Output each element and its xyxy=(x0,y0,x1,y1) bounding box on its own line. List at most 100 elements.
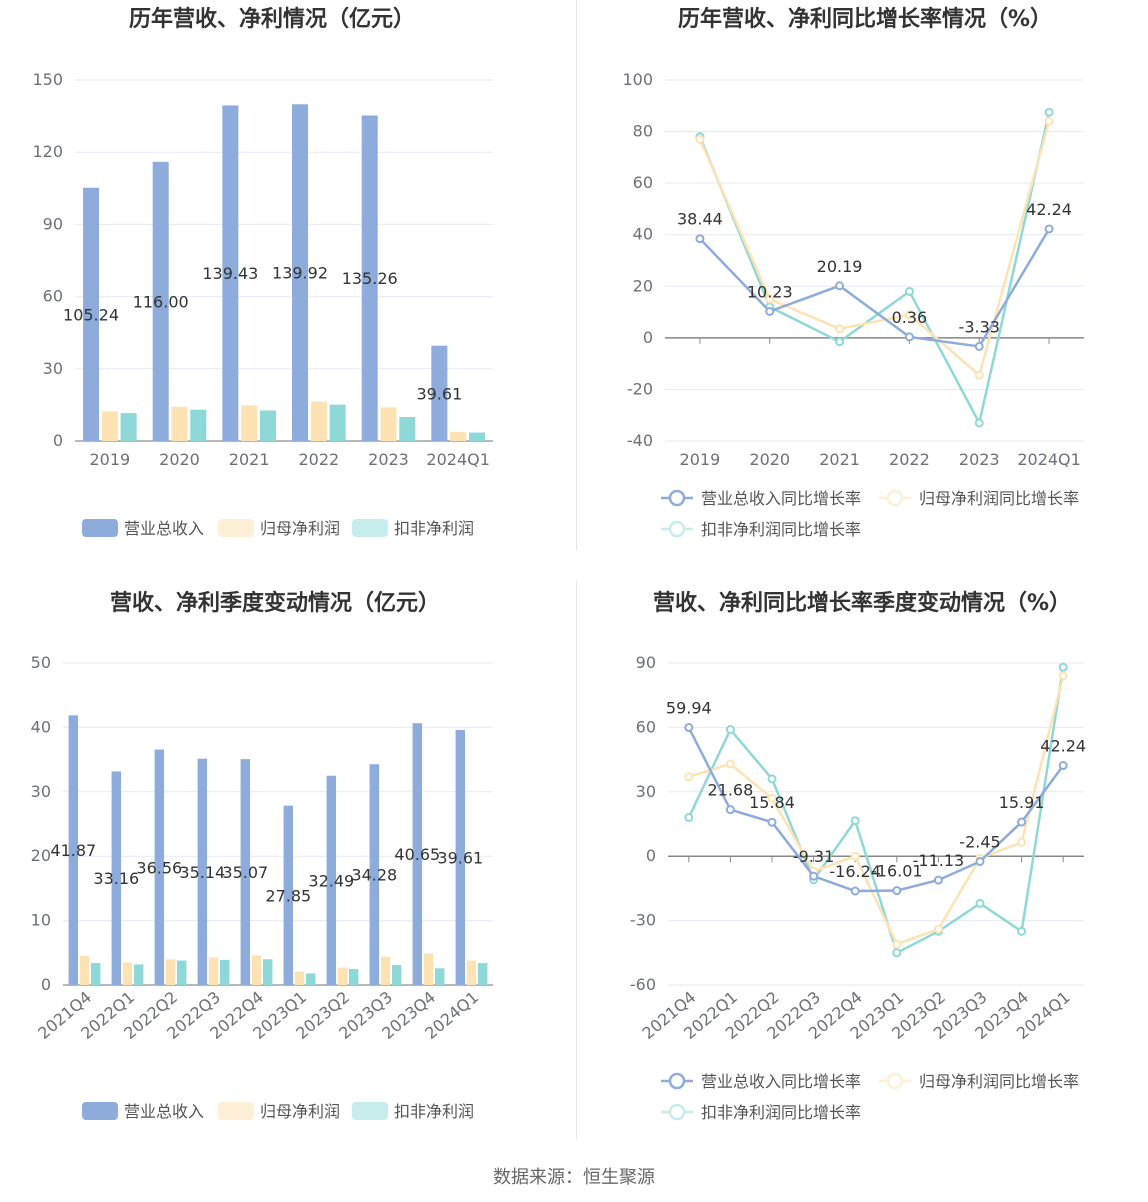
data-point xyxy=(1017,926,1027,936)
bar-revenue xyxy=(369,764,380,985)
y-tick-label: 0 xyxy=(53,431,63,450)
annual-revenue-profit-bar-chart: 历年营收、净利情况（亿元） 0 30 60 90 120 150 2019 2020 2021 20… xyxy=(32,6,493,538)
chart-title: 营收、净利季度变动情况（亿元） xyxy=(110,590,440,616)
legend-swatch xyxy=(218,1102,254,1120)
bar-revenue xyxy=(455,729,466,985)
bar-parent-profit xyxy=(310,401,327,441)
legend-swatch-marker xyxy=(886,1072,904,1090)
data-point xyxy=(850,816,860,826)
legend-label: 归母净利润同比增长率 xyxy=(919,489,1079,508)
data-point xyxy=(892,886,902,896)
bar-deducted-profit xyxy=(399,416,416,441)
bar-parent-profit xyxy=(380,956,391,985)
bar-parent-profit xyxy=(450,431,467,441)
data-label: 36.56 xyxy=(136,858,182,877)
data-label: 59.94 xyxy=(666,699,712,718)
legend-swatch-marker xyxy=(886,489,904,507)
legend-swatch-marker xyxy=(668,489,686,507)
bar-parent-profit xyxy=(79,956,90,985)
data-label: 135.26 xyxy=(342,269,398,288)
bar-parent-profit xyxy=(380,407,397,441)
data-point xyxy=(765,306,775,316)
legend-swatch-marker xyxy=(668,1072,686,1090)
legend-label: 扣非净利润同比增长率 xyxy=(701,1103,861,1122)
data-label: 40.65 xyxy=(394,845,440,864)
data-label: 139.92 xyxy=(272,264,328,283)
y-tick-label: 80 xyxy=(633,122,653,141)
bar-deducted-profit xyxy=(477,963,488,985)
x-tick-label: 2019 xyxy=(89,450,130,469)
bar-parent-profit xyxy=(466,960,477,985)
annual-growth-line-chart: 历年营收、净利同比增长率情况（%） -40 -20 0 20 40 60 80 100 2019 2… xyxy=(622,6,1084,539)
legend-label: 归母净利润 xyxy=(260,1102,340,1121)
data-point xyxy=(725,805,735,815)
data-label: 21.68 xyxy=(707,781,753,800)
data-point xyxy=(835,324,845,334)
data-label: -11.13 xyxy=(913,851,965,870)
y-tick-label: 60 xyxy=(43,287,63,306)
y-tick-label: 20 xyxy=(633,276,653,295)
bar-revenue xyxy=(111,771,122,985)
data-source-note: 数据来源：恒生聚源 xyxy=(493,1167,655,1188)
data-label: 35.07 xyxy=(222,863,268,882)
data-label: -16.24 xyxy=(829,862,881,881)
y-tick-label: 90 xyxy=(636,653,656,672)
data-label: 15.84 xyxy=(749,793,795,812)
bar-deducted-profit xyxy=(259,410,276,441)
data-point xyxy=(1058,671,1068,681)
y-tick-label: 50 xyxy=(31,653,51,672)
y-tick-label: 0 xyxy=(643,328,653,347)
data-label: 10.23 xyxy=(747,282,793,301)
y-tick-label: 40 xyxy=(31,717,51,736)
x-tick-label: 2019 xyxy=(680,450,721,469)
bar-deducted-profit xyxy=(262,959,273,985)
data-label: 35.14 xyxy=(179,863,225,882)
data-label: 39.61 xyxy=(416,384,462,403)
data-point xyxy=(892,939,902,949)
data-label: 20.19 xyxy=(817,257,863,276)
legend-label: 扣非净利润 xyxy=(394,519,474,538)
bar-parent-profit xyxy=(241,405,258,441)
data-point xyxy=(1017,817,1027,827)
data-point xyxy=(904,310,914,320)
legend-label: 营业总收入 xyxy=(124,519,204,538)
bar-revenue xyxy=(292,104,309,441)
series-line xyxy=(699,228,1051,348)
data-point xyxy=(725,725,735,735)
bar-revenue xyxy=(152,161,169,441)
data-point xyxy=(1044,116,1054,126)
bar-deducted-profit xyxy=(391,965,402,985)
data-point xyxy=(974,370,984,380)
chart-title: 历年营收、净利同比增长率情况（%） xyxy=(678,6,1052,32)
bar-deducted-profit xyxy=(305,973,316,985)
x-tick-label: 2024Q1 xyxy=(426,450,490,469)
bar-parent-profit xyxy=(165,959,176,985)
data-point xyxy=(933,875,943,885)
bar-revenue xyxy=(154,749,165,985)
legend-swatch xyxy=(82,1102,118,1120)
data-point xyxy=(933,924,943,934)
data-point xyxy=(809,871,819,881)
legend-swatch xyxy=(352,1102,388,1120)
data-point xyxy=(835,281,845,291)
bar-revenue xyxy=(326,775,337,985)
bar-revenue xyxy=(361,115,378,441)
bar-deducted-profit xyxy=(348,968,359,985)
series-line xyxy=(698,120,1051,378)
y-tick-label: 60 xyxy=(633,173,653,192)
bar-deducted-profit xyxy=(176,960,187,985)
y-tick-label: 60 xyxy=(636,717,656,736)
bar-parent-profit xyxy=(423,953,434,985)
data-label: -9.31 xyxy=(793,847,834,866)
y-tick-label: 30 xyxy=(43,359,63,378)
y-tick-label: 30 xyxy=(636,782,656,801)
y-tick-label: 150 xyxy=(32,70,63,89)
data-point xyxy=(835,337,845,347)
bar-deducted-profit xyxy=(120,413,137,441)
annual-bar-chart-panel: 历年营收、净利情况（亿元） 0 30 60 90 120 150 2019 2020 2021 20… xyxy=(0,0,576,560)
quarterly-revenue-profit-bar-chart: 营收、净利季度变动情况（亿元）010203040502021Q42022Q120… xyxy=(31,590,493,1121)
bar-parent-profit xyxy=(251,955,262,985)
data-label: 33.16 xyxy=(93,869,139,888)
y-tick-label: 0 xyxy=(41,975,51,994)
data-label: 116.00 xyxy=(133,292,189,311)
